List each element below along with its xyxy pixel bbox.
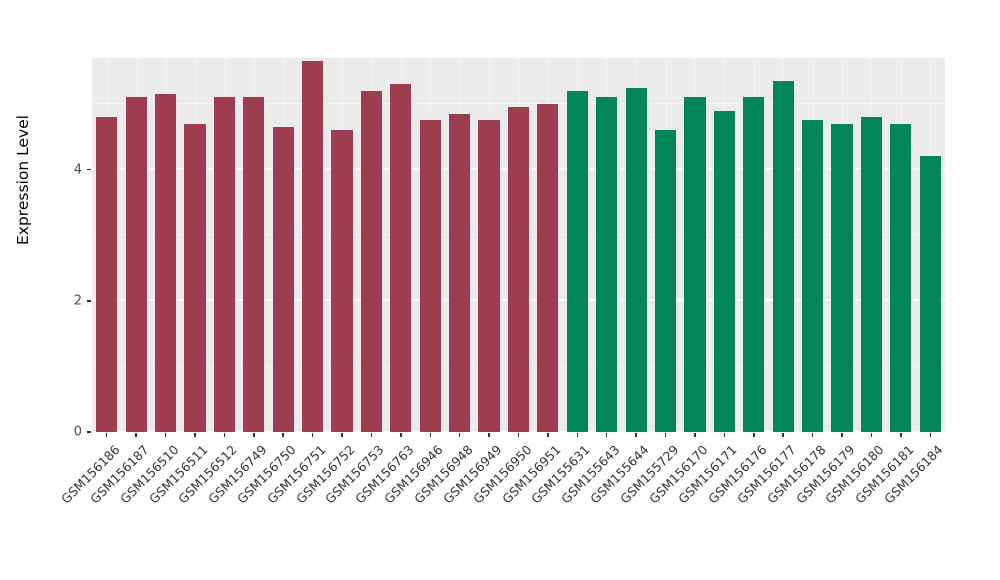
bar — [713, 110, 735, 432]
bar — [654, 130, 677, 432]
x-tick-mark — [458, 433, 461, 437]
x-tick-mark — [694, 433, 696, 437]
x-tick-mark — [664, 433, 667, 437]
bar — [507, 107, 530, 432]
x-tick-mark — [135, 433, 137, 437]
x-tick-mark — [429, 433, 431, 437]
x-tick-mark — [400, 433, 402, 437]
plot-panel — [92, 58, 945, 432]
x-tick-mark — [517, 433, 520, 437]
bar — [566, 90, 588, 432]
bar — [331, 130, 353, 432]
bar — [772, 80, 794, 432]
bar — [125, 97, 147, 432]
bar — [419, 120, 441, 432]
x-tick-mark — [811, 433, 814, 437]
x-tick-mark — [782, 433, 784, 437]
x-tick-mark — [164, 433, 167, 437]
y-tick-label: 0 — [73, 424, 82, 440]
x-tick-mark — [929, 433, 932, 437]
x-tick-mark — [341, 433, 343, 437]
bar — [96, 117, 118, 432]
bar — [478, 120, 500, 432]
x-tick-mark — [870, 433, 873, 437]
bar — [860, 117, 883, 432]
bar — [890, 123, 912, 432]
bar — [360, 90, 382, 432]
bar — [272, 126, 294, 432]
x-tick-mark — [488, 433, 490, 437]
bar — [184, 123, 206, 432]
bar — [802, 120, 824, 432]
x-tick-mark — [841, 433, 843, 437]
x-tick-mark — [194, 433, 196, 437]
y-tick-label: 2 — [73, 293, 82, 309]
bar — [919, 156, 941, 432]
bar — [390, 84, 412, 432]
x-tick-mark — [105, 433, 108, 437]
bar — [154, 94, 177, 432]
bar — [537, 103, 559, 432]
x-tick-mark — [253, 433, 255, 437]
bar — [625, 87, 647, 432]
y-tick-mark — [87, 168, 91, 171]
bar — [831, 123, 853, 432]
x-tick-mark — [753, 433, 755, 437]
bar — [243, 97, 265, 432]
y-tick-mark — [87, 300, 91, 302]
y-axis-title: Expression Level — [14, 115, 32, 245]
bar — [596, 97, 618, 432]
bar — [213, 97, 235, 432]
y-tick-mark — [87, 431, 91, 433]
x-tick-mark — [311, 433, 314, 437]
x-tick-mark — [576, 433, 579, 437]
bar — [743, 97, 765, 432]
x-tick-mark — [605, 433, 608, 437]
y-tick-label: 4 — [73, 162, 82, 178]
bar — [302, 61, 324, 432]
bar — [684, 97, 706, 432]
x-tick-mark — [723, 433, 726, 437]
x-tick-mark — [547, 433, 549, 437]
gridline-minor — [92, 103, 945, 104]
x-tick-mark — [282, 433, 284, 437]
x-tick-mark — [370, 433, 373, 437]
bar — [449, 113, 471, 432]
x-tick-mark — [635, 433, 637, 437]
x-tick-mark — [900, 433, 902, 437]
x-tick-mark — [223, 433, 226, 437]
